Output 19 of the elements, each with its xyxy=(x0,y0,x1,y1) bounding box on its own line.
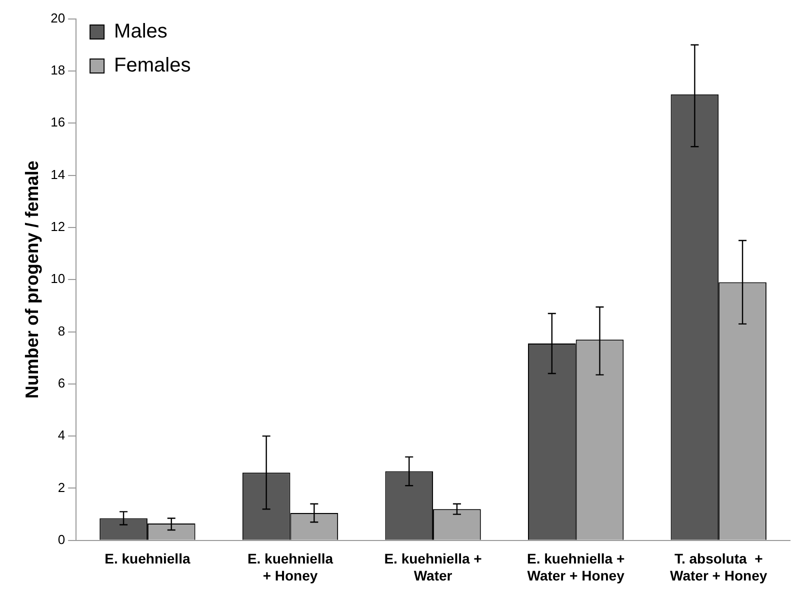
x-tick-label: T. absoluta + Water + Honey xyxy=(670,550,768,584)
y-tick-label: 6 xyxy=(58,376,66,390)
y-tick-label: 12 xyxy=(50,219,66,234)
y-tick-label: 16 xyxy=(50,114,66,130)
x-tick-label: E. kuehniella xyxy=(104,550,190,567)
y-tick-label: 2 xyxy=(58,480,66,495)
x-tick-label: E. kuehniella + Water + Honey xyxy=(526,550,625,584)
legend-label: Males xyxy=(114,20,168,43)
legend-label: Females xyxy=(114,54,191,77)
y-tick-label: 18 xyxy=(50,62,66,78)
y-tick-label: 4 xyxy=(58,428,66,443)
x-tick-label: E. kuehniella + Water xyxy=(384,550,482,584)
y-tick-label: 10 xyxy=(50,271,66,286)
y-tick-label: 20 xyxy=(50,10,66,26)
x-tick-label: E. kuehniella + Honey xyxy=(247,550,334,584)
y-tick-label: 14 xyxy=(50,166,66,182)
y-tick-label: 0 xyxy=(58,532,66,547)
y-axis-title: Number of progeny / female xyxy=(22,160,42,399)
y-tick-label: 8 xyxy=(58,323,66,338)
